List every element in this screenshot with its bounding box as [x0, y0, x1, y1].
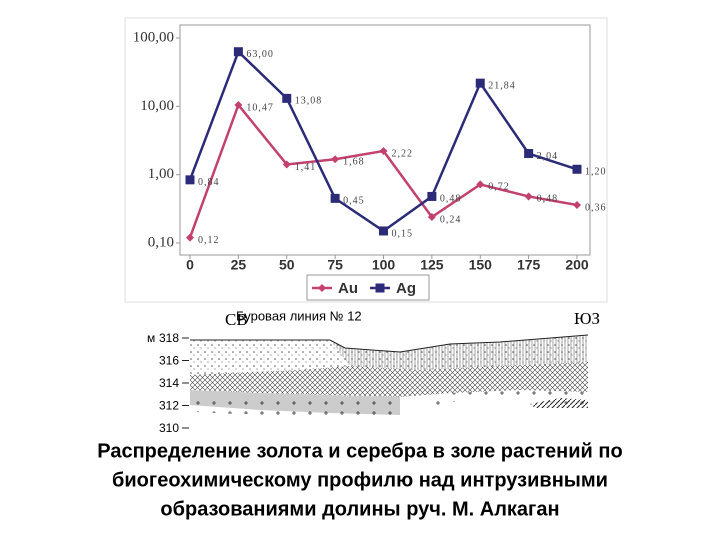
data-point — [234, 100, 243, 109]
depth-axis: 318 316 314 312 310 — [159, 331, 189, 435]
y-tick-label: 100,00 — [133, 29, 174, 45]
x-tick-label: 100 — [372, 257, 396, 273]
value-label: 0,72 — [488, 182, 510, 193]
caption-line: образованиями долины руч. М. Алкаган — [160, 498, 559, 520]
layer-granite — [190, 395, 400, 420]
data-point — [524, 149, 534, 159]
value-label: 0,12 — [198, 235, 220, 246]
data-point — [233, 47, 243, 57]
x-tick-label: 200 — [565, 257, 589, 273]
x-tick-label: 175 — [517, 257, 541, 273]
x-tick-label: 125 — [420, 257, 444, 273]
value-label: 0,15 — [392, 228, 414, 239]
data-point — [330, 193, 340, 203]
depth-label: 310 — [159, 421, 179, 435]
data-point — [427, 213, 436, 222]
section-title: Буровая линия № 12 — [236, 308, 362, 323]
data-point — [379, 226, 388, 236]
caption-line: Распределение золота и серебра в золе ра… — [97, 440, 622, 462]
value-label: 2,22 — [392, 148, 414, 159]
section-right-label: ЮЗ — [574, 309, 600, 328]
plot-frame — [179, 24, 591, 256]
data-point — [331, 155, 340, 164]
cross-section: СВ Буровая линия № 12 ЮЗ м 3183163143123… — [147, 308, 600, 435]
value-label: 13,08 — [295, 96, 323, 107]
caption-line: биогеохимическому профилю над интрузивны… — [112, 469, 608, 491]
value-label: 1,68 — [343, 157, 365, 168]
data-point — [475, 78, 485, 88]
value-label: 0,24 — [440, 214, 462, 225]
value-label: 0,48 — [440, 194, 462, 205]
legend-marker — [375, 283, 385, 293]
value-label: 0,84 — [198, 177, 220, 188]
x-tick-label: 50 — [279, 257, 295, 273]
data-point — [524, 192, 533, 201]
depth-label: 314 — [159, 376, 179, 390]
value-label: 2,04 — [537, 151, 559, 162]
chart: 0,10 1,00 10,00 100,00 0 25 50 75 100 125 150 175 20… — [133, 29, 607, 301]
legend-label: Au — [338, 280, 358, 297]
value-label: 0,48 — [537, 194, 559, 205]
layer-granite-right — [420, 390, 588, 410]
y-tick-label: 10,00 — [140, 98, 174, 114]
data-point — [572, 164, 582, 174]
layer-hatched — [190, 362, 588, 397]
value-label: 21,84 — [488, 80, 516, 91]
legend-marker — [318, 284, 326, 292]
value-label: 0,36 — [585, 202, 607, 213]
x-tick-label: 0 — [186, 257, 194, 273]
data-point — [282, 93, 292, 103]
legend-label: Ag — [396, 280, 416, 297]
y-tick-label: 0,10 — [148, 234, 174, 250]
x-tick-label: 25 — [231, 257, 247, 273]
y-tick-label: 1,00 — [148, 166, 174, 182]
x-tick-label: 150 — [469, 257, 493, 273]
section-left-label: СВ — [225, 310, 248, 329]
data-point — [185, 175, 195, 185]
value-label: 63,00 — [246, 49, 274, 60]
data-point — [379, 146, 388, 155]
x-tick-label: 75 — [327, 257, 343, 273]
data-point — [476, 180, 485, 189]
layer-dike — [530, 398, 588, 408]
section-unit: м — [147, 331, 155, 345]
data-point — [282, 160, 291, 169]
depth-label: 312 — [159, 399, 179, 413]
data-point — [186, 233, 194, 242]
value-label: 10,47 — [246, 102, 274, 113]
layer-vertical — [330, 335, 588, 370]
surface-line — [190, 334, 589, 353]
depth-label: 316 — [159, 354, 179, 368]
value-label: 0,45 — [343, 196, 365, 207]
value-label: 1,41 — [295, 162, 317, 173]
depth-label: 318 — [159, 331, 179, 345]
data-point — [427, 191, 437, 201]
value-label: 1,20 — [585, 167, 607, 178]
data-point — [573, 200, 581, 209]
